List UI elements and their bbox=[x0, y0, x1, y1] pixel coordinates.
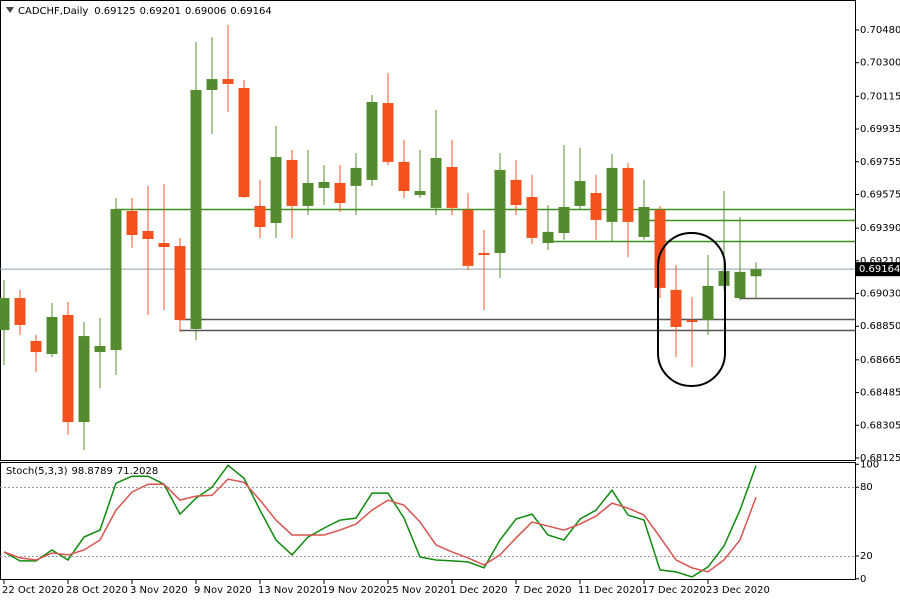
candle-body bbox=[334, 183, 346, 204]
candle-body bbox=[590, 193, 602, 220]
candle-body bbox=[94, 346, 106, 353]
candle-body bbox=[654, 209, 666, 288]
y-tick-label: 0.69030 bbox=[860, 289, 900, 300]
candle-body bbox=[30, 340, 42, 353]
x-tick-label: 1 Dec 2020 bbox=[450, 585, 508, 596]
last-open: 0.69125 bbox=[94, 6, 135, 17]
candle-body bbox=[142, 230, 154, 239]
candle-body bbox=[414, 191, 426, 196]
y-tick-label: 0.69210 bbox=[860, 256, 900, 267]
candle-body bbox=[46, 316, 58, 355]
candle-body bbox=[574, 181, 586, 206]
x-tick-label: 23 Dec 2020 bbox=[706, 585, 770, 596]
y-tick-label: 0.70115 bbox=[860, 91, 900, 102]
x-tick-label: 17 Dec 2020 bbox=[642, 585, 706, 596]
candle-body bbox=[366, 101, 378, 180]
stoch-panel-frame bbox=[0, 462, 856, 580]
candle-body bbox=[190, 89, 202, 329]
candle-body bbox=[14, 298, 26, 325]
candle-body bbox=[750, 269, 762, 277]
candle-body bbox=[686, 320, 698, 323]
x-tick-label: 25 Nov 2020 bbox=[386, 585, 450, 596]
candle-body bbox=[446, 167, 458, 208]
candle-body bbox=[430, 157, 442, 208]
highlight-ellipse bbox=[657, 232, 726, 387]
y-tick-label: 0.68850 bbox=[860, 321, 900, 332]
candle-body bbox=[622, 167, 634, 222]
y-tick-label: 0 bbox=[860, 574, 866, 585]
candle-body bbox=[734, 271, 746, 299]
x-tick-label: 7 Dec 2020 bbox=[514, 585, 572, 596]
candle-body bbox=[318, 181, 330, 188]
candle-body bbox=[126, 211, 138, 235]
candle-body bbox=[478, 252, 490, 255]
candle-body bbox=[62, 314, 74, 423]
candle-body bbox=[606, 167, 618, 222]
candle-body bbox=[398, 161, 410, 192]
y-tick-label: 0.69575 bbox=[860, 189, 900, 200]
last-close: 0.69164 bbox=[230, 6, 271, 17]
last-high: 0.69201 bbox=[140, 6, 181, 17]
candle-body bbox=[78, 336, 90, 423]
x-tick-label: 11 Dec 2020 bbox=[578, 585, 642, 596]
candle-body bbox=[286, 159, 298, 206]
candle-body bbox=[174, 246, 186, 321]
price-panel-frame bbox=[0, 0, 856, 461]
candle-body bbox=[302, 183, 314, 206]
candle-body bbox=[462, 209, 474, 266]
y-tick-label: 80 bbox=[860, 482, 873, 493]
candle-body bbox=[670, 289, 682, 327]
last-price-box bbox=[856, 262, 900, 277]
last-price-label: 0.69164 bbox=[859, 264, 900, 275]
candle-body bbox=[254, 205, 266, 228]
y-tick-label: 0.70300 bbox=[860, 58, 900, 69]
stoch-title: Stoch(5,3,3) bbox=[6, 466, 68, 477]
candle-body bbox=[350, 167, 362, 186]
candle-body bbox=[526, 197, 538, 238]
stoch-line bbox=[3, 464, 757, 578]
candle-body bbox=[702, 285, 714, 321]
y-tick-label: 0.69390 bbox=[860, 223, 900, 234]
stoch-line bbox=[3, 478, 757, 573]
y-tick-label: 0.68485 bbox=[860, 388, 900, 399]
chart-header: CADCHF,Daily 0.69125 0.69201 0.69006 0.69164 bbox=[18, 6, 272, 17]
x-tick-label: 13 Nov 2020 bbox=[258, 585, 322, 596]
x-tick-label: 22 Oct 2020 bbox=[2, 585, 64, 596]
candle-body bbox=[110, 209, 122, 351]
x-tick-label: 3 Nov 2020 bbox=[130, 585, 188, 596]
candle-body bbox=[558, 207, 570, 233]
stoch-k-last: 98.8789 bbox=[71, 466, 112, 477]
y-tick-label: 0.68665 bbox=[860, 355, 900, 366]
candle-body bbox=[542, 231, 554, 243]
y-tick-label: 0.68305 bbox=[860, 420, 900, 431]
candle-body bbox=[510, 179, 522, 206]
y-tick-label: 20 bbox=[860, 551, 873, 562]
x-tick-label: 19 Nov 2020 bbox=[322, 585, 386, 596]
menu-icon bbox=[6, 7, 14, 13]
candle-body bbox=[270, 157, 282, 224]
y-tick-label: 0.69755 bbox=[860, 157, 900, 168]
candle-body bbox=[494, 169, 506, 253]
candle-body bbox=[158, 242, 170, 247]
y-tick-label: 100 bbox=[860, 459, 879, 470]
candle-body bbox=[222, 79, 234, 84]
candle-body bbox=[638, 207, 650, 237]
candle-body bbox=[206, 79, 218, 90]
last-low: 0.69006 bbox=[185, 6, 226, 17]
candle-body bbox=[382, 103, 394, 162]
x-tick-label: 28 Oct 2020 bbox=[66, 585, 128, 596]
x-tick-label: 9 Nov 2020 bbox=[194, 585, 252, 596]
y-tick-label: 0.70480 bbox=[860, 25, 900, 36]
y-tick-label: 0.68125 bbox=[860, 453, 900, 464]
stoch-header: Stoch(5,3,3) 98.8789 71.2028 bbox=[6, 466, 158, 477]
stoch-d-last: 71.2028 bbox=[117, 466, 158, 477]
symbol-title: CADCHF,Daily bbox=[18, 6, 88, 17]
y-tick-label: 0.69935 bbox=[860, 124, 900, 135]
candle-body bbox=[238, 87, 250, 198]
candle-body bbox=[0, 298, 10, 331]
